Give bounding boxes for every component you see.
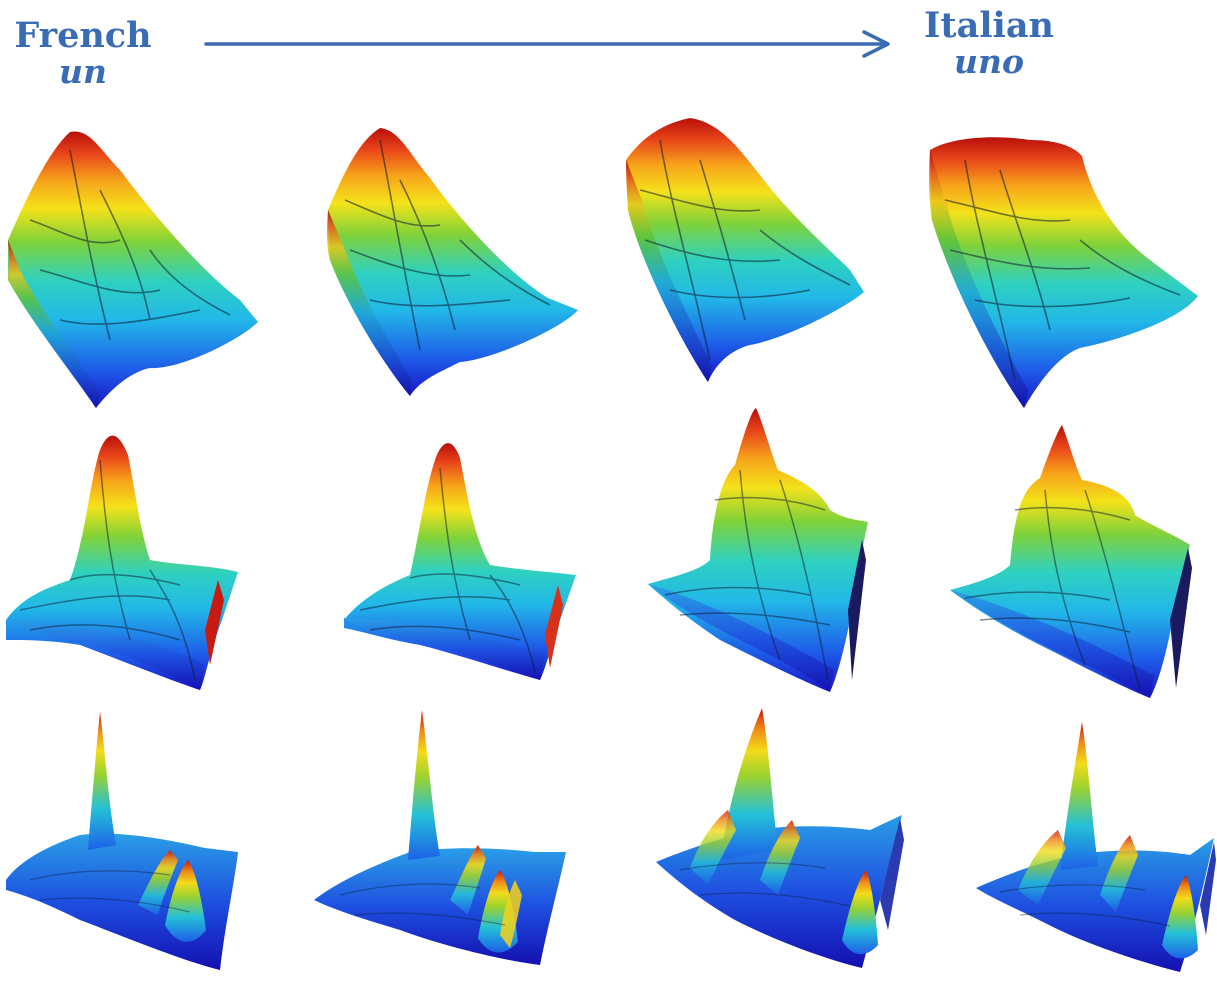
surface-row2-col1 xyxy=(6,435,238,690)
surface-row2-col2 xyxy=(344,443,576,680)
start-word: un xyxy=(59,51,107,91)
surface-row1-col1 xyxy=(8,131,258,409)
surface-row2-col4 xyxy=(950,425,1192,698)
surface-row3-col2 xyxy=(314,710,566,965)
morph-direction-arrow xyxy=(204,30,890,58)
surface-row1-col2 xyxy=(327,128,578,396)
end-language-name: Italian xyxy=(924,5,1054,46)
surface-row3-col1 xyxy=(6,712,238,970)
end-word: uno xyxy=(954,41,1024,81)
end-language-label: Italian uno xyxy=(918,5,1060,81)
start-language-label: French un xyxy=(8,15,158,91)
surface-row1-col3 xyxy=(626,118,864,382)
surface-row3-col4 xyxy=(976,722,1216,972)
surface-row3-col3 xyxy=(656,708,904,968)
surface-row1-col4 xyxy=(929,137,1198,408)
start-language-name: French xyxy=(14,15,152,56)
surface-row2-col3 xyxy=(648,408,868,692)
